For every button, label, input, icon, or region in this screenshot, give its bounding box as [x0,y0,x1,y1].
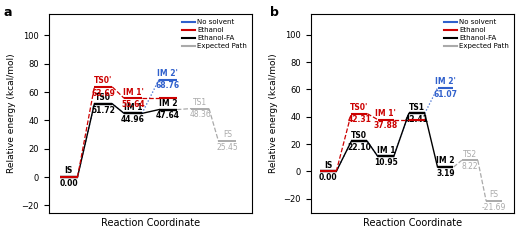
Text: 25.45: 25.45 [217,143,238,152]
Text: 44.96: 44.96 [121,115,145,124]
Text: TS0': TS0' [94,76,113,85]
X-axis label: Reaction Coordinate: Reaction Coordinate [101,218,200,228]
Text: IS: IS [65,166,73,175]
Text: 0.00: 0.00 [59,179,78,188]
Y-axis label: Relative energy (kcal/mol): Relative energy (kcal/mol) [269,54,278,173]
Text: 3.19: 3.19 [436,169,455,178]
Text: TS2: TS2 [463,150,477,159]
Text: IM 2: IM 2 [158,99,177,108]
Legend: No solvent, Ethanol, Ethanol-FA, Expected Path: No solvent, Ethanol, Ethanol-FA, Expecte… [181,18,249,51]
Text: 48.36: 48.36 [189,110,211,119]
Text: 42.31: 42.31 [348,115,371,124]
Text: 51.72: 51.72 [91,106,115,114]
Text: 47.64: 47.64 [156,111,180,120]
Text: TS1: TS1 [193,98,207,107]
Text: a: a [4,6,13,19]
Text: 22.10: 22.10 [348,143,371,152]
Text: IM 2': IM 2' [435,77,456,86]
Text: IS: IS [324,161,332,170]
Text: FS: FS [490,191,499,200]
Text: TS0: TS0 [95,93,111,102]
Text: 0.00: 0.00 [319,173,338,182]
Text: FS: FS [223,130,232,139]
Text: 42.41: 42.41 [405,115,429,124]
Text: 37.88: 37.88 [374,121,398,130]
Text: IM 1': IM 1' [122,88,143,97]
Text: IM 1: IM 1 [377,146,395,155]
Text: 10.95: 10.95 [374,158,398,167]
Text: TS0: TS0 [351,131,367,140]
Text: 68.76: 68.76 [156,81,180,90]
Text: b: b [270,6,279,19]
Text: 8.22: 8.22 [462,162,478,171]
Text: TS0': TS0' [350,103,368,112]
Text: IM 2': IM 2' [157,69,178,78]
Text: IM 2: IM 2 [436,157,455,165]
Y-axis label: Relative energy (kcal/mol): Relative energy (kcal/mol) [7,54,16,173]
Text: TS1: TS1 [409,103,425,112]
Text: IM 1: IM 1 [124,103,142,112]
X-axis label: Reaction Coordinate: Reaction Coordinate [363,218,462,228]
Legend: No solvent, Ethanol, Ethanol-FA, Expected Path: No solvent, Ethanol, Ethanol-FA, Expecte… [443,18,511,51]
Text: -21.69: -21.69 [482,203,506,212]
Text: 55.64: 55.64 [121,100,145,109]
Text: 61.07: 61.07 [433,90,457,99]
Text: IM 1': IM 1' [375,109,396,118]
Text: 63.69: 63.69 [91,89,115,98]
